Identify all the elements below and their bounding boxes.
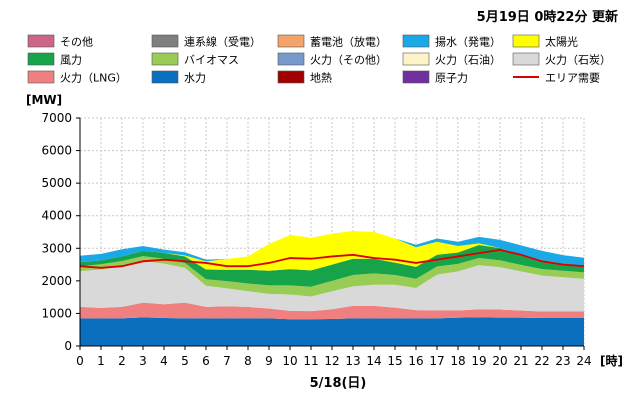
- area-wind: [80, 245, 584, 287]
- legend-swatch-hydro: [151, 70, 179, 84]
- legend-swatch-thermal_oil: [402, 52, 430, 66]
- legend-label-geothermal: 地熱: [310, 72, 332, 85]
- legend-label-lng: 火力（LNG）: [60, 72, 127, 85]
- legend-swatch-biomass: [151, 52, 179, 66]
- legend-label-battery: 蓄電池（放電）: [310, 35, 387, 49]
- legend-label-wind: 風力: [60, 54, 82, 67]
- y-axis-label: [MW]: [26, 93, 62, 107]
- legend-swatch-geothermal: [277, 70, 305, 84]
- x-tick-label: 1: [97, 354, 105, 368]
- legend-swatch-solar: [512, 34, 540, 48]
- x-tick-label: 2: [118, 354, 126, 368]
- area-lng: [80, 302, 584, 320]
- y-tick-label: 3000: [41, 241, 72, 255]
- x-tick-label: 16: [408, 354, 423, 368]
- x-tick-label: 22: [534, 354, 549, 368]
- legend-label-nuclear: 原子力: [435, 72, 468, 85]
- x-tick-label: 11: [303, 354, 318, 368]
- y-tick-label: 6000: [41, 144, 72, 158]
- x-tick-label: 10: [282, 354, 297, 368]
- x-tick-label: 12: [324, 354, 339, 368]
- legend-swatch-battery: [277, 34, 305, 48]
- legend-label-demand: エリア需要: [545, 72, 600, 85]
- demand-line-group: [79, 248, 585, 269]
- legend-label-biomass: バイオマス: [184, 54, 239, 67]
- x-tick-label: 14: [366, 354, 381, 368]
- x-axis-unit: [時]: [600, 353, 623, 368]
- legend-label-other: その他: [60, 36, 93, 49]
- x-tick-label: 18: [450, 354, 465, 368]
- legend-swatch-thermal_other: [277, 52, 305, 66]
- stacked-areas: [80, 231, 584, 346]
- legend-swatch-coal: [512, 52, 540, 66]
- x-tick-label: 23: [555, 354, 570, 368]
- y-tick-label: 5000: [41, 176, 72, 190]
- area-solar: [80, 231, 584, 271]
- x-tick-label: 13: [345, 354, 360, 368]
- x-tick-label: 15: [387, 354, 402, 368]
- x-tick-label: 19: [471, 354, 486, 368]
- x-tick-label: 6: [202, 354, 210, 368]
- y-tick-label: 0: [64, 339, 72, 353]
- x-tick-label: 3: [139, 354, 147, 368]
- legend-label-coal: 火力（石炭）: [545, 54, 611, 67]
- x-tick-label: 17: [429, 354, 444, 368]
- area-hydro: [80, 317, 584, 346]
- x-axis-label: 5/18(日): [310, 376, 367, 391]
- legend-swatch-wind: [27, 52, 55, 66]
- update-timestamp: 5月19日 0時22分 更新: [477, 9, 618, 25]
- legend-swatch-interconnect: [151, 34, 179, 48]
- legend-label-pumped: 揚水（発電）: [435, 35, 501, 49]
- x-tick-label: 9: [265, 354, 273, 368]
- legend-swatch-lng: [27, 70, 55, 84]
- x-tick-label: 24: [576, 354, 591, 368]
- legend-label-hydro: 水力: [184, 72, 206, 85]
- x-tick-label: 7: [223, 354, 231, 368]
- x-tick-label: 20: [492, 354, 507, 368]
- x-tick-label: 0: [76, 354, 84, 368]
- y-tick-label: 2000: [41, 274, 72, 288]
- demand-line: [79, 248, 585, 269]
- y-tick-label: 1000: [41, 306, 72, 320]
- legend-label-thermal_oil: 火力（石油）: [435, 53, 501, 67]
- area-biomass: [80, 256, 584, 297]
- legend-label-solar: 太陽光: [545, 35, 578, 49]
- x-tick-label: 21: [513, 354, 528, 368]
- x-tick-label: 8: [244, 354, 252, 368]
- y-tick-label: 7000: [41, 111, 72, 125]
- legend-label-interconnect: 連系線（受電）: [184, 35, 261, 49]
- area-coal: [80, 260, 584, 312]
- legend-swatch-other: [27, 34, 55, 48]
- x-tick-label: 4: [160, 354, 168, 368]
- legend-swatch-pumped: [402, 34, 430, 48]
- legend-label-thermal_other: 火力（その他）: [310, 54, 387, 67]
- y-tick-label: 4000: [41, 209, 72, 223]
- legend-swatch-nuclear: [402, 70, 430, 84]
- x-tick-label: 5: [181, 354, 189, 368]
